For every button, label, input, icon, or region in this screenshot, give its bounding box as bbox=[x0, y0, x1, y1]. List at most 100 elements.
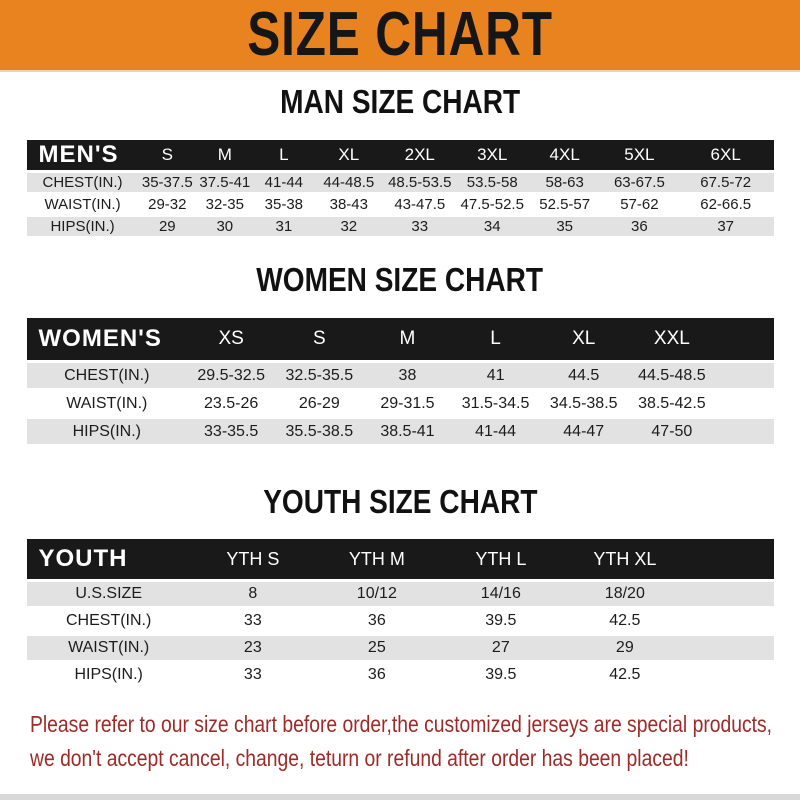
size-cell: 18/20 bbox=[562, 579, 687, 606]
notice-line-1-text: Please refer to our size chart before or… bbox=[30, 711, 773, 737]
filler-cell bbox=[715, 388, 774, 416]
size-cell: 32 bbox=[314, 214, 384, 236]
table-row: WAIST(IN.) 23 25 27 29 bbox=[26, 633, 774, 660]
size-cell: 42.5 bbox=[562, 606, 687, 633]
table-row: CHEST(IN.) 29.5-32.5 32.5-35.5 38 41 44.5 44.5… bbox=[26, 360, 774, 388]
row-label: WAIST(IN.) bbox=[26, 192, 139, 214]
youth-size-table: YOUTH YTH S YTH M YTH L YTH XL U.S.SIZE 8 10/12… bbox=[26, 539, 774, 687]
size-cell: 23.5-26 bbox=[187, 388, 276, 416]
section-women: WOMEN SIZE CHART WOMEN'S XS S M L XL XXL CHEST(… bbox=[0, 262, 800, 444]
table-row: U.S.SIZE 8 10/12 14/16 18/20 bbox=[26, 579, 774, 606]
size-column-header: S bbox=[138, 140, 197, 170]
filler-cell bbox=[686, 606, 774, 633]
men-section-heading-text: MAN SIZE CHART bbox=[280, 83, 520, 120]
size-cell: 42.5 bbox=[562, 660, 687, 687]
size-column-header: YTH M bbox=[314, 539, 439, 579]
size-cell: 44.5 bbox=[539, 360, 628, 388]
size-column-header: M bbox=[196, 140, 254, 170]
bottom-edge-strip bbox=[0, 794, 800, 800]
size-cell: 38-43 bbox=[314, 192, 384, 214]
row-label: U.S.SIZE bbox=[26, 579, 191, 606]
table-row: HIPS(IN.) 33 36 39.5 42.5 bbox=[26, 660, 774, 687]
filler-cell bbox=[715, 416, 774, 444]
filler-cell bbox=[715, 360, 774, 388]
size-cell: 32.5-35.5 bbox=[275, 360, 364, 388]
banner-title: SIZE CHART bbox=[247, 0, 553, 69]
table-row: HIPS(IN.) 29 30 31 32 33 34 35 36 37 bbox=[26, 214, 774, 236]
size-column-header: S bbox=[275, 318, 364, 360]
size-cell: 29.5-32.5 bbox=[187, 360, 276, 388]
size-cell: 30 bbox=[196, 214, 254, 236]
table-row: HIPS(IN.) 33-35.5 35.5-38.5 38.5-41 41-44 44-… bbox=[26, 416, 774, 444]
size-cell: 25 bbox=[314, 633, 439, 660]
table-row: WAIST(IN.) 23.5-26 26-29 29-31.5 31.5-34.5 34… bbox=[26, 388, 774, 416]
size-cell: 41-44 bbox=[253, 170, 315, 192]
row-label: CHEST(IN.) bbox=[26, 170, 139, 192]
womens-size-table: WOMEN'S XS S M L XL XXL CHEST(IN.) 29.5-32.5 32.5… bbox=[26, 318, 774, 444]
size-cell: 44-48.5 bbox=[314, 170, 384, 192]
size-cell: 36 bbox=[314, 606, 439, 633]
size-cell: 29 bbox=[562, 633, 687, 660]
filler-cell bbox=[686, 579, 774, 606]
size-cell: 31 bbox=[253, 214, 315, 236]
size-column-header: M bbox=[363, 318, 452, 360]
size-cell: 35.5-38.5 bbox=[275, 416, 364, 444]
table-header-row: WOMEN'S XS S M L XL XXL bbox=[26, 318, 774, 360]
size-cell: 38.5-42.5 bbox=[627, 388, 716, 416]
size-cell: 53.5-58 bbox=[456, 170, 529, 192]
row-label: CHEST(IN.) bbox=[26, 360, 188, 388]
header-filler-cell bbox=[686, 539, 774, 579]
size-column-header: YTH S bbox=[190, 539, 315, 579]
size-cell: 62-66.5 bbox=[677, 192, 774, 214]
size-column-header: XXL bbox=[627, 318, 716, 360]
size-column-header: 4XL bbox=[528, 140, 601, 170]
header-filler-cell bbox=[715, 318, 774, 360]
size-column-header: 6XL bbox=[677, 140, 774, 170]
row-label: HIPS(IN.) bbox=[26, 214, 139, 236]
size-cell: 48.5-53.5 bbox=[383, 170, 456, 192]
size-cell: 33 bbox=[190, 660, 315, 687]
women-section-heading: WOMEN SIZE CHART bbox=[0, 262, 800, 302]
size-cell: 63-67.5 bbox=[600, 170, 678, 192]
row-label: WAIST(IN.) bbox=[26, 633, 191, 660]
section-men: MAN SIZE CHART MEN'S S M L XL 2XL 3XL 4XL 5XL 6XL… bbox=[0, 84, 800, 236]
size-cell: 58-63 bbox=[528, 170, 601, 192]
youth-section-heading-text: YOUTH SIZE CHART bbox=[262, 483, 538, 520]
size-column-header: XL bbox=[539, 318, 628, 360]
table-header-row: MEN'S S M L XL 2XL 3XL 4XL 5XL 6XL bbox=[26, 140, 774, 170]
size-cell: 36 bbox=[314, 660, 439, 687]
table-title: YOUTH bbox=[26, 539, 191, 579]
size-cell: 33-35.5 bbox=[187, 416, 276, 444]
size-cell: 36 bbox=[600, 214, 678, 236]
table-header-row: YOUTH YTH S YTH M YTH L YTH XL bbox=[26, 539, 774, 579]
size-cell: 37.5-41 bbox=[196, 170, 254, 192]
size-column-header: 5XL bbox=[600, 140, 678, 170]
notice-line-1: Please refer to our size chart before or… bbox=[30, 709, 800, 743]
size-column-header: 2XL bbox=[383, 140, 456, 170]
size-cell: 35-38 bbox=[253, 192, 315, 214]
size-cell: 41-44 bbox=[451, 416, 540, 444]
size-column-header: YTH L bbox=[438, 539, 563, 579]
footer-notice: Please refer to our size chart before or… bbox=[0, 709, 800, 777]
size-cell: 29-31.5 bbox=[363, 388, 452, 416]
size-cell: 35-37.5 bbox=[138, 170, 197, 192]
row-label: HIPS(IN.) bbox=[26, 660, 191, 687]
size-cell: 41 bbox=[451, 360, 540, 388]
size-cell: 31.5-34.5 bbox=[451, 388, 540, 416]
size-column-header: L bbox=[253, 140, 315, 170]
size-cell: 33 bbox=[383, 214, 456, 236]
youth-section-heading: YOUTH SIZE CHART bbox=[0, 484, 800, 524]
size-cell: 34.5-38.5 bbox=[539, 388, 628, 416]
size-cell: 10/12 bbox=[314, 579, 439, 606]
size-cell: 47.5-52.5 bbox=[456, 192, 529, 214]
size-cell: 44-47 bbox=[539, 416, 628, 444]
size-cell: 52.5-57 bbox=[528, 192, 601, 214]
notice-line-2-text: we don't accept cancel, change, teturn o… bbox=[30, 745, 689, 771]
table-row: WAIST(IN.) 29-32 32-35 35-38 38-43 43-47.5 47.… bbox=[26, 192, 774, 214]
size-column-header: 3XL bbox=[456, 140, 529, 170]
table-title: MEN'S bbox=[26, 140, 139, 170]
size-cell: 34 bbox=[456, 214, 529, 236]
size-column-header: XL bbox=[314, 140, 384, 170]
size-cell: 67.5-72 bbox=[677, 170, 774, 192]
